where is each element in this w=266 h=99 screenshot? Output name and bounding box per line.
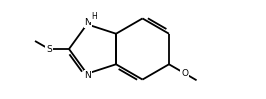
Text: S: S [46, 44, 52, 53]
Text: N: N [85, 18, 91, 27]
Text: N: N [85, 71, 91, 80]
Text: O: O [181, 69, 188, 78]
Text: H: H [91, 12, 97, 21]
